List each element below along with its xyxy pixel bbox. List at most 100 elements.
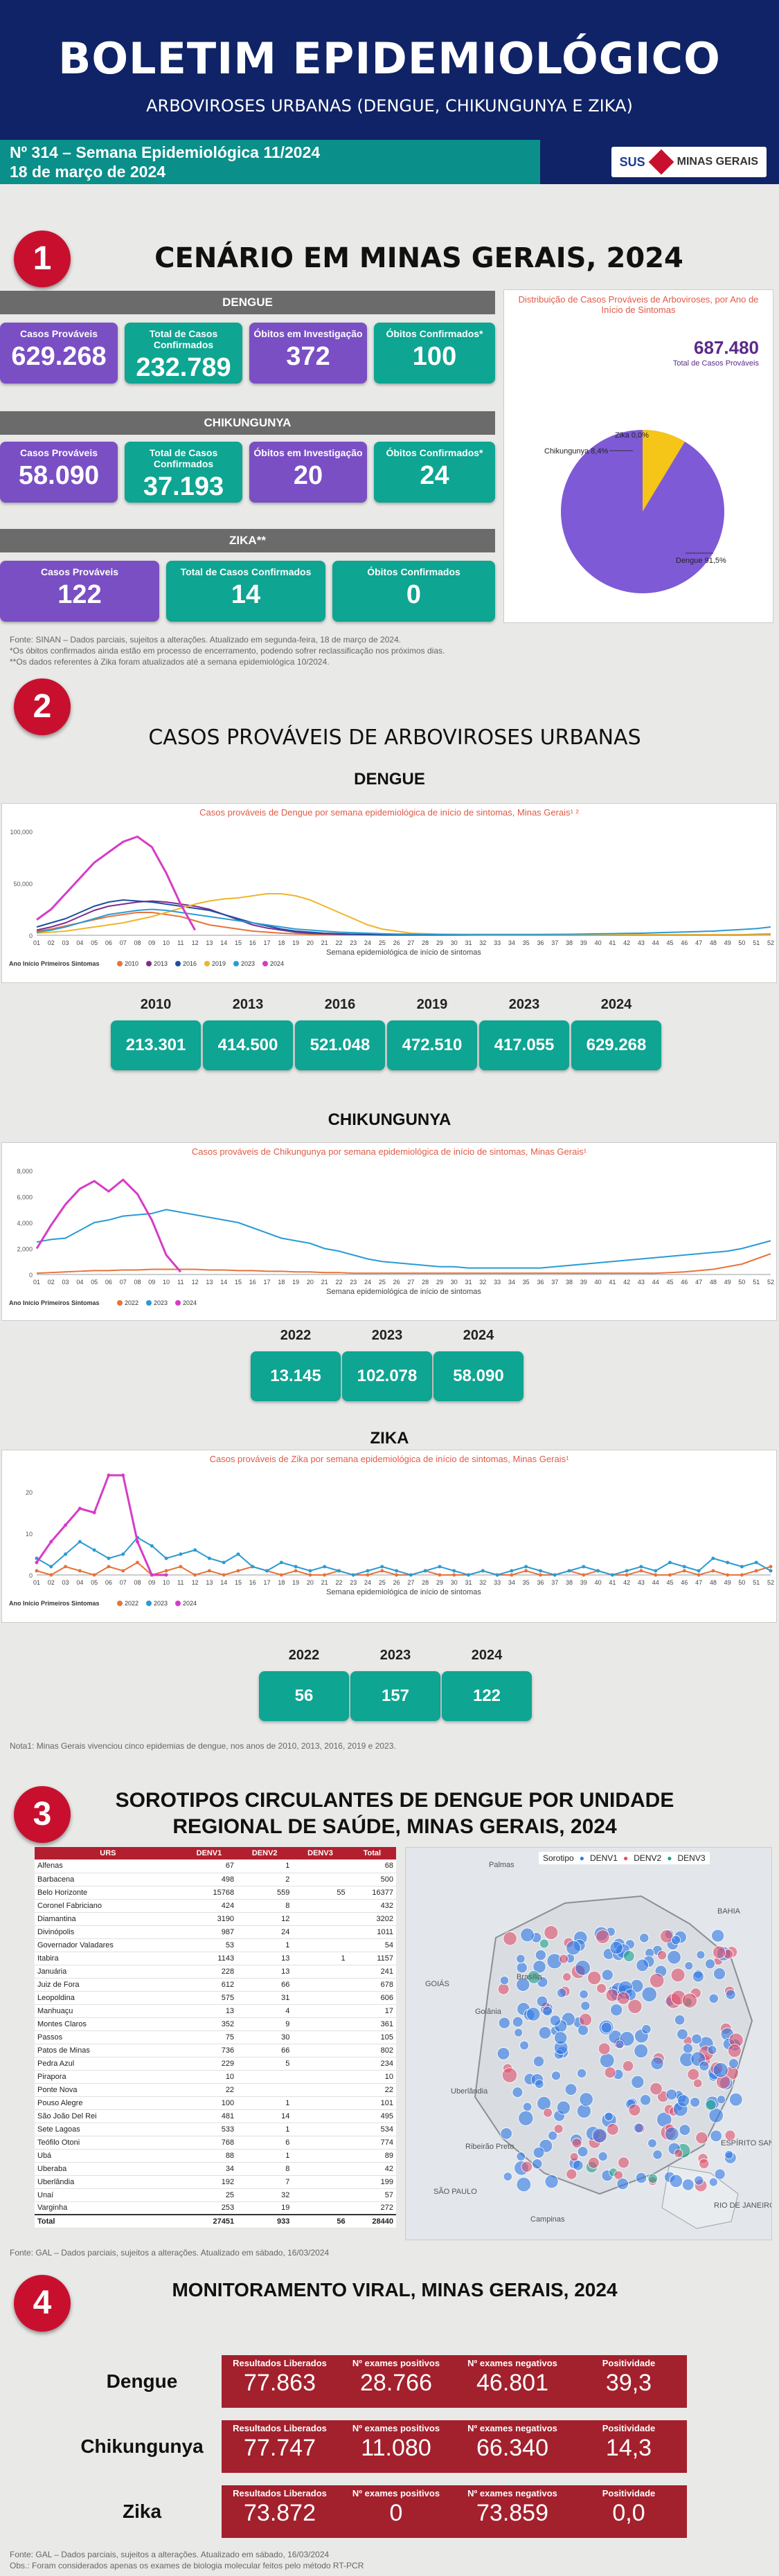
chik-card: Total de Casos Confirmados 37.193: [125, 442, 242, 503]
legend-entry: 2022: [125, 1600, 138, 1607]
map-dot: [682, 2043, 693, 2054]
map-dot: [665, 2089, 677, 2100]
dengue-chart-panel: Casos prováveis de Dengue por semana epi…: [1, 803, 777, 983]
card-value: 100: [412, 342, 457, 371]
map-dot: [569, 2152, 579, 2162]
point-2022: [452, 1573, 456, 1577]
legend-dot-denv1: ●: [579, 1853, 584, 1863]
point-2022: [64, 1565, 68, 1569]
point-2022: [697, 1573, 701, 1577]
table-row: Teófilo Otoni 768 6 774: [35, 2136, 396, 2150]
table-cell: 57: [348, 2188, 396, 2202]
map-dot: [609, 1940, 623, 1955]
x-tick-label: 52: [767, 1579, 774, 1586]
map-dot: [641, 1986, 657, 2002]
note-line: *Os óbitos confirmados ainda estão em pr…: [10, 646, 445, 656]
point-2022: [654, 1573, 658, 1577]
viral-cell: Nº exames positivos 28.766: [338, 2355, 454, 2408]
x-tick-label: 08: [134, 1279, 141, 1286]
point-2022: [323, 1573, 327, 1577]
map-place-label: Campinas: [530, 2215, 565, 2224]
x-axis-label: Semana epidemiológica de início de sinto…: [326, 948, 481, 957]
x-tick-label: 10: [163, 1579, 170, 1586]
x-tick-label: 24: [364, 1279, 371, 1286]
point-2024: [121, 1473, 125, 1477]
viral-header: Nº exames negativos: [467, 2488, 557, 2498]
map-dot: [577, 2146, 589, 2157]
x-tick-label: 11: [177, 1579, 183, 1586]
zika-card: Casos Prováveis 122: [0, 561, 159, 622]
year-total: 58.090: [433, 1351, 523, 1401]
table-cell: [292, 2057, 348, 2071]
map-dot: [616, 2177, 629, 2190]
series-line-2023: [36, 1209, 771, 1269]
card-value: 372: [286, 342, 330, 371]
pie-total: 687.480: [694, 337, 759, 358]
year-label: 2024: [471, 1648, 503, 1663]
chik-card: Casos Prováveis 58.090: [0, 442, 118, 503]
map-dot: [496, 2047, 510, 2060]
table-cell: [292, 1873, 348, 1886]
x-tick-label: 19: [292, 939, 299, 946]
viral-cell: Positividade 14,3: [571, 2420, 687, 2473]
x-tick-label: 16: [249, 1279, 256, 1286]
table-cell: Juiz de Fora: [35, 1978, 181, 1992]
x-tick-label: 52: [767, 1279, 774, 1286]
map-dot: [636, 1958, 649, 1972]
point-2022: [279, 1573, 283, 1577]
viral-row: Resultados Liberados 73.872 Nº exames posi…: [222, 2485, 687, 2538]
point-2022: [92, 1573, 96, 1577]
table-row: Alfenas 67 1 68: [35, 1859, 396, 1873]
legend-entry: 2024: [183, 1299, 197, 1306]
x-tick-label: 18: [278, 1579, 285, 1586]
map-dot: [681, 2179, 695, 2191]
map-dot: [657, 1950, 668, 1961]
map-dot: [512, 2087, 523, 2098]
x-tick-label: 51: [753, 1279, 760, 1286]
x-tick-label: 23: [350, 1579, 357, 1586]
table-cell: 1011: [348, 1925, 396, 1939]
x-tick-label: 25: [379, 1579, 386, 1586]
x-tick-label: 39: [580, 1279, 587, 1286]
viral-header: Resultados Liberados: [233, 2358, 327, 2368]
table-cell: [292, 1925, 348, 1939]
map-dot: [542, 2006, 553, 2017]
x-tick-label: 20: [307, 1579, 314, 1586]
point-2023: [553, 1573, 557, 1577]
x-tick-label: 38: [566, 1279, 573, 1286]
x-tick-label: 41: [609, 1579, 616, 1586]
map-dot: [557, 1988, 567, 1998]
card-value: 122: [57, 580, 102, 609]
table-cell: 1: [237, 1938, 293, 1952]
table-row: Manhuaçu 13 4 17: [35, 2004, 396, 2018]
x-tick-label: 45: [667, 939, 674, 946]
table-cell: 933: [237, 2214, 293, 2228]
year-total: 157: [350, 1671, 440, 1721]
table-cell: [292, 2123, 348, 2136]
point-2023: [164, 1556, 168, 1560]
x-tick-label: 09: [148, 1579, 155, 1586]
point-2023: [150, 1544, 154, 1548]
table-cell: [292, 2070, 348, 2084]
zika-chart-panel: Casos prováveis de Zika por semana epide…: [1, 1450, 777, 1623]
x-tick-label: 34: [508, 1579, 515, 1586]
legend-entry: 2010: [125, 960, 138, 967]
dengue-heading: DENGUE: [354, 770, 425, 789]
year-total: 472.510: [387, 1020, 477, 1070]
legend-marker: [117, 961, 123, 966]
map-dot: [532, 2055, 545, 2067]
x-tick-label: 49: [724, 939, 731, 946]
card-value: 20: [293, 461, 323, 490]
table-cell: 6: [237, 2136, 293, 2150]
map-dot: [596, 1929, 610, 1944]
point-2022: [380, 1569, 384, 1573]
table-cell: 272: [348, 2201, 396, 2215]
map-dot: [499, 1976, 510, 1985]
card-label: Total de Casos Confirmados: [149, 447, 218, 469]
legend-denv1: DENV1: [589, 1853, 618, 1863]
map-dot: [605, 1988, 619, 2002]
map-dot: [665, 2127, 679, 2141]
table-cell: Pouso Alegre: [35, 2096, 181, 2110]
subheader: Nº 314 – Semana Epidemiológica 11/2024 1…: [0, 140, 779, 184]
table-cell: 3202: [348, 1912, 396, 1926]
